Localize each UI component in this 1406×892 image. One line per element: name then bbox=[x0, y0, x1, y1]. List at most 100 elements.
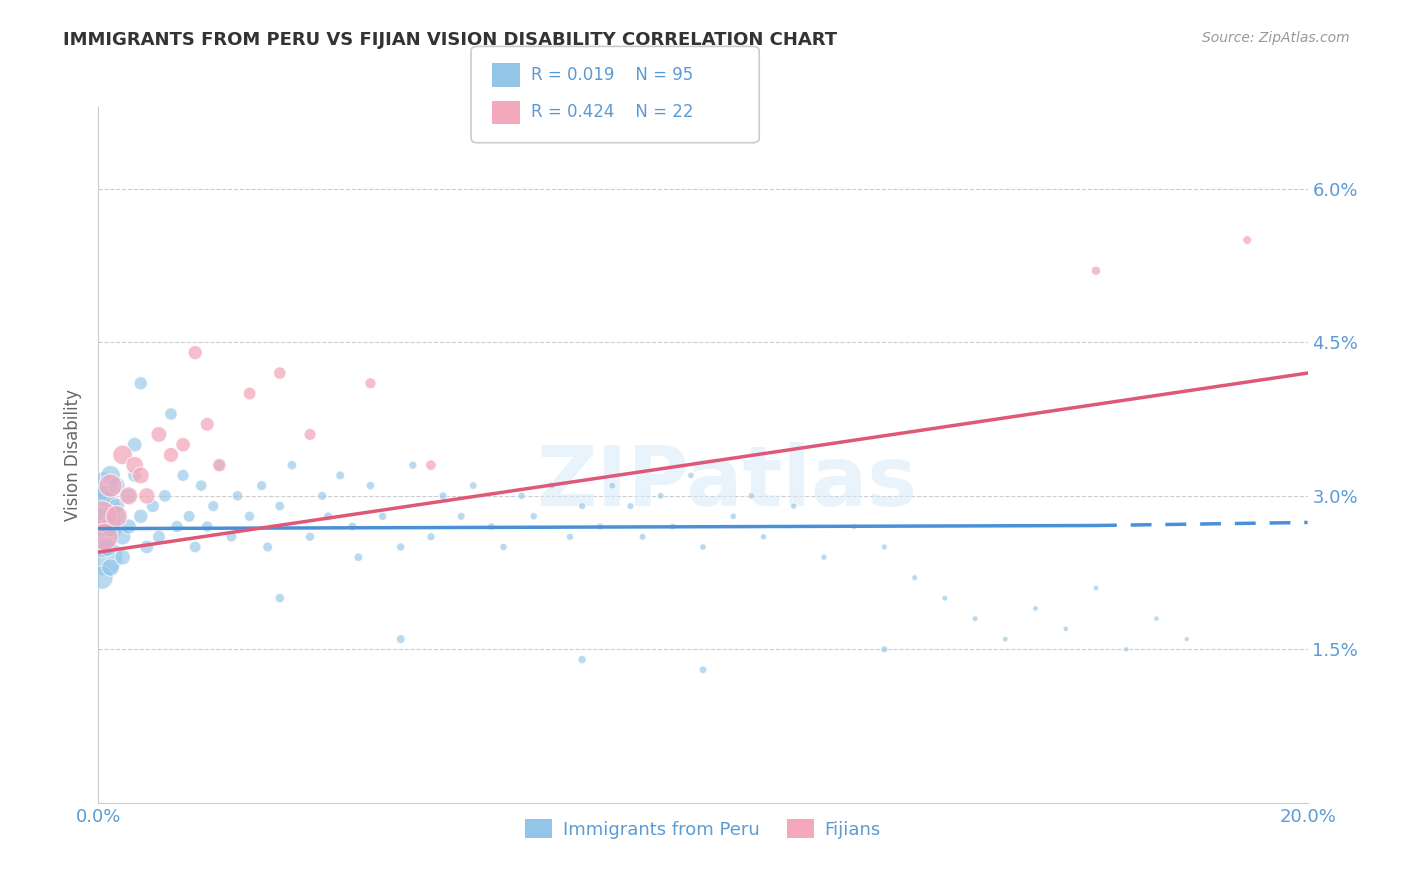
Point bbox=[813, 550, 835, 565]
Point bbox=[492, 540, 515, 554]
Point bbox=[523, 509, 546, 524]
Point bbox=[148, 427, 170, 442]
Point bbox=[208, 458, 231, 472]
Text: IMMIGRANTS FROM PERU VS FIJIAN VISION DISABILITY CORRELATION CHART: IMMIGRANTS FROM PERU VS FIJIAN VISION DI… bbox=[63, 31, 838, 49]
Point bbox=[360, 478, 382, 492]
Point bbox=[631, 530, 654, 544]
Point bbox=[153, 489, 176, 503]
Point bbox=[256, 540, 278, 554]
Point bbox=[965, 612, 987, 626]
Point bbox=[619, 499, 641, 513]
Point bbox=[650, 489, 672, 503]
Point bbox=[179, 509, 201, 524]
Point bbox=[135, 540, 157, 554]
Point bbox=[124, 468, 146, 483]
Point bbox=[329, 468, 352, 483]
Point bbox=[184, 345, 207, 359]
Point bbox=[93, 550, 115, 565]
Point bbox=[692, 663, 714, 677]
Point bbox=[571, 499, 593, 513]
Point bbox=[269, 499, 291, 513]
Point bbox=[420, 458, 443, 472]
Point bbox=[269, 591, 291, 606]
Point bbox=[100, 560, 122, 574]
Point bbox=[172, 438, 194, 452]
Point bbox=[783, 499, 806, 513]
Point bbox=[844, 519, 866, 533]
Point bbox=[93, 489, 115, 503]
Point bbox=[208, 458, 231, 472]
Point bbox=[342, 519, 364, 533]
Point bbox=[96, 540, 118, 554]
Point bbox=[540, 478, 562, 492]
Point bbox=[195, 519, 218, 533]
Point bbox=[90, 519, 112, 533]
Point bbox=[129, 376, 152, 391]
Point bbox=[589, 519, 612, 533]
Point bbox=[118, 519, 141, 533]
Point bbox=[269, 366, 291, 380]
Point bbox=[311, 489, 333, 503]
Point bbox=[571, 652, 593, 666]
Point bbox=[184, 540, 207, 554]
Point bbox=[100, 468, 122, 483]
Point bbox=[371, 509, 394, 524]
Point bbox=[558, 530, 581, 544]
Legend: Immigrants from Peru, Fijians: Immigrants from Peru, Fijians bbox=[517, 812, 889, 846]
Point bbox=[105, 509, 128, 524]
Point bbox=[463, 478, 485, 492]
Text: Source: ZipAtlas.com: Source: ZipAtlas.com bbox=[1202, 31, 1350, 45]
Point bbox=[93, 530, 115, 544]
Point bbox=[661, 519, 683, 533]
Point bbox=[420, 530, 443, 544]
Point bbox=[96, 509, 118, 524]
Point bbox=[124, 458, 146, 472]
Point bbox=[93, 499, 115, 513]
Point bbox=[934, 591, 956, 606]
Point bbox=[481, 519, 503, 533]
Point bbox=[752, 530, 775, 544]
Point bbox=[129, 509, 152, 524]
Point bbox=[105, 478, 128, 492]
Point bbox=[389, 632, 412, 646]
Point bbox=[1236, 233, 1258, 247]
Y-axis label: Vision Disability: Vision Disability bbox=[63, 389, 82, 521]
Point bbox=[316, 509, 339, 524]
Point bbox=[873, 540, 896, 554]
Point bbox=[195, 417, 218, 432]
Point bbox=[1085, 581, 1108, 595]
Point bbox=[190, 478, 212, 492]
Point bbox=[1175, 632, 1198, 646]
Point bbox=[1054, 622, 1077, 636]
Point bbox=[226, 489, 249, 503]
Point bbox=[105, 499, 128, 513]
Point bbox=[172, 468, 194, 483]
Point bbox=[1085, 264, 1108, 278]
Point bbox=[723, 509, 745, 524]
Point bbox=[602, 478, 624, 492]
Text: ZIPatlas: ZIPatlas bbox=[537, 442, 918, 524]
Point bbox=[250, 478, 273, 492]
Point bbox=[239, 509, 262, 524]
Point bbox=[100, 519, 122, 533]
Point bbox=[118, 489, 141, 503]
Point bbox=[904, 571, 927, 585]
Point bbox=[142, 499, 165, 513]
Point bbox=[1144, 612, 1167, 626]
Point bbox=[124, 438, 146, 452]
Point bbox=[94, 530, 117, 544]
Point bbox=[160, 448, 183, 462]
Point bbox=[221, 530, 243, 544]
Point bbox=[100, 478, 122, 492]
Point bbox=[90, 509, 112, 524]
Point bbox=[692, 540, 714, 554]
Point bbox=[389, 540, 412, 554]
Point bbox=[118, 489, 141, 503]
Text: R = 0.019    N = 95: R = 0.019 N = 95 bbox=[531, 66, 693, 84]
Point bbox=[129, 468, 152, 483]
Point bbox=[281, 458, 304, 472]
Point bbox=[432, 489, 454, 503]
Text: R = 0.424    N = 22: R = 0.424 N = 22 bbox=[531, 103, 695, 121]
Point bbox=[202, 499, 225, 513]
Point bbox=[111, 550, 134, 565]
